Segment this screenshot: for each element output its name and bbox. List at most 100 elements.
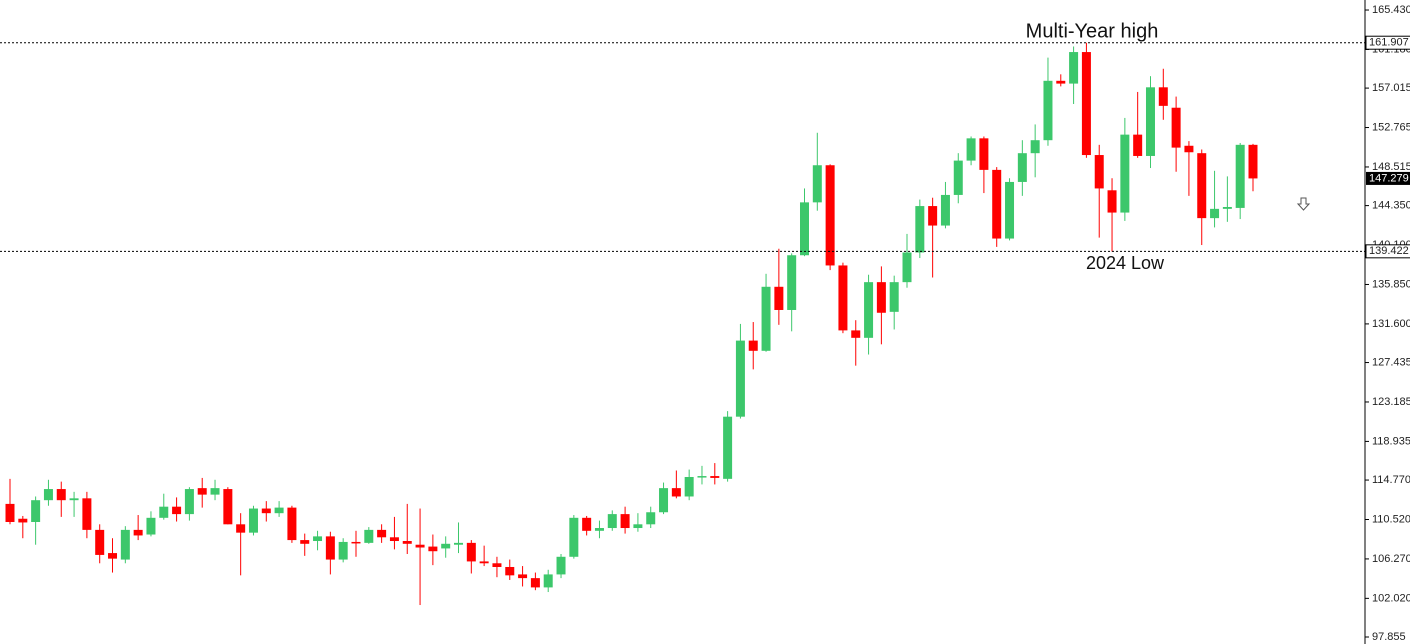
- annotation: 2024 Low: [1086, 253, 1165, 273]
- y-tick-label: 131.600: [1372, 318, 1410, 330]
- candle-body: [261, 508, 271, 514]
- candle-body: [787, 255, 797, 310]
- candle-body: [184, 489, 194, 515]
- candle-body: [659, 488, 669, 513]
- candle-body: [543, 574, 553, 588]
- candle-body: [1171, 107, 1181, 148]
- y-tick-label: 97.855: [1372, 631, 1406, 643]
- y-tick-label: 118.935: [1372, 435, 1410, 447]
- candle-body: [248, 508, 258, 533]
- candle-body: [761, 286, 771, 351]
- candle-body: [684, 476, 694, 497]
- candle-body: [31, 500, 41, 522]
- candle-body: [518, 574, 528, 579]
- candle-body: [953, 160, 963, 195]
- annotation: Multi-Year high: [1026, 20, 1159, 42]
- y-tick-label: 144.350: [1372, 200, 1410, 212]
- candle-body: [979, 138, 989, 170]
- candle-body: [940, 194, 950, 226]
- y-tick-label: 106.270: [1372, 553, 1410, 565]
- candle-body: [223, 489, 233, 525]
- y-tick-label: 114.770: [1372, 474, 1410, 486]
- candle-body: [274, 507, 284, 514]
- candle-body: [812, 165, 822, 203]
- candle-body: [1030, 140, 1040, 154]
- reference-label: 139.422: [1369, 245, 1409, 257]
- candle-body: [646, 512, 656, 525]
- candle-body: [1210, 208, 1220, 219]
- candle-body: [569, 517, 579, 557]
- candle-body: [236, 524, 246, 533]
- candle-body: [851, 330, 861, 338]
- candle-body: [1017, 153, 1027, 182]
- candle-body: [876, 282, 886, 313]
- y-tick-label: 148.515: [1372, 161, 1410, 173]
- candle-body: [120, 529, 130, 560]
- candle-body: [671, 488, 681, 497]
- candle-body: [1184, 145, 1194, 153]
- candle-body: [1158, 87, 1168, 106]
- reference-label: 161.907: [1369, 37, 1409, 49]
- candle-body: [18, 518, 28, 523]
- candle-body: [95, 529, 105, 555]
- candle-body: [697, 476, 707, 478]
- candle-body: [1235, 144, 1245, 208]
- candle-body: [172, 506, 182, 515]
- candle-body: [351, 541, 361, 544]
- candle-body: [313, 536, 323, 542]
- candle-body: [466, 542, 476, 562]
- candle-body: [197, 488, 207, 495]
- candle-body: [1043, 80, 1053, 141]
- candle-body: [748, 340, 758, 351]
- last-price-label: 147.279: [1369, 172, 1409, 184]
- candle-body: [864, 282, 874, 338]
- candle-body: [389, 537, 399, 542]
- candle-body: [210, 488, 220, 495]
- candle-body: [505, 566, 515, 576]
- candle-body: [1094, 155, 1104, 189]
- candle-body: [607, 514, 617, 529]
- y-tick-label: 102.020: [1372, 592, 1410, 604]
- candle-body: [620, 514, 630, 529]
- candle-body: [1248, 144, 1258, 179]
- last-price-box: [1366, 171, 1410, 185]
- reference-label-box: [1365, 244, 1410, 259]
- candle-body: [325, 536, 335, 560]
- candle-body: [710, 476, 720, 478]
- candle-body: [338, 541, 348, 560]
- candle-body: [594, 528, 604, 531]
- candle-body: [82, 498, 92, 530]
- candle-body: [300, 540, 310, 544]
- candle-body: [838, 265, 848, 331]
- candle-body: [415, 544, 425, 548]
- candle-body: [723, 416, 733, 479]
- y-tick-label: 135.850: [1372, 278, 1410, 290]
- y-tick-label: 127.435: [1372, 356, 1410, 368]
- candle-body: [146, 517, 156, 535]
- candle-body: [69, 498, 79, 501]
- candle-body: [43, 489, 53, 501]
- candle-body: [479, 561, 489, 564]
- candle-body: [1120, 134, 1130, 213]
- candle-body: [774, 286, 784, 310]
- candle-body: [582, 517, 592, 531]
- candle-body: [287, 507, 297, 541]
- candle-body: [1069, 52, 1079, 84]
- candle-body: [825, 165, 835, 266]
- candle-body: [1133, 134, 1143, 156]
- candle-body: [992, 169, 1002, 239]
- candle-body: [928, 206, 938, 226]
- candle-body: [441, 543, 451, 549]
- candle-body: [902, 252, 912, 283]
- candle-body: [633, 524, 643, 529]
- candle-body: [1005, 181, 1015, 239]
- candle-body: [56, 489, 66, 501]
- candle-body: [133, 529, 143, 536]
- candle-body: [915, 206, 925, 253]
- candle-body: [1056, 80, 1066, 84]
- candle-body: [108, 553, 118, 559]
- candle-body: [454, 542, 464, 545]
- candle-body: [5, 503, 15, 522]
- y-tick-label: 157.015: [1372, 82, 1410, 94]
- y-tick-label: 123.185: [1372, 396, 1410, 408]
